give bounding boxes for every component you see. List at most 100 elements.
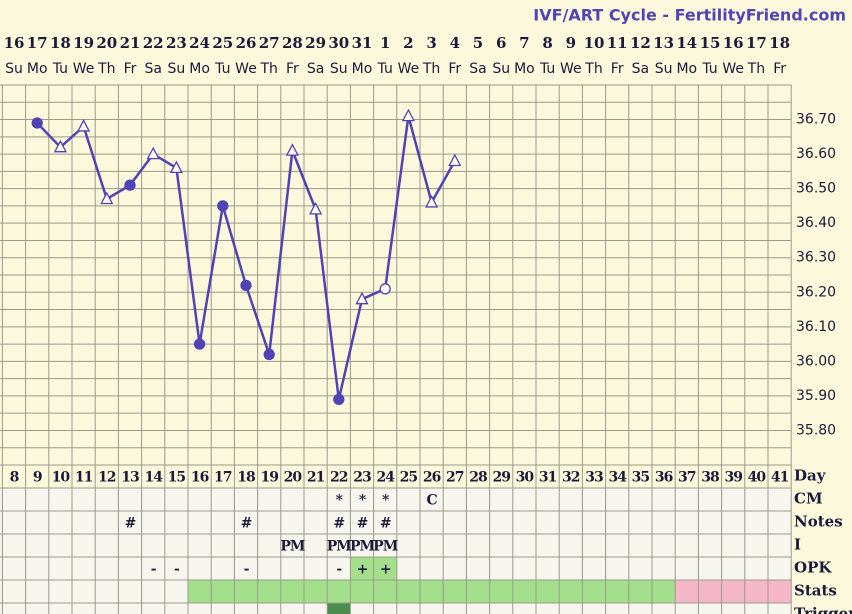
cell-fill (304, 580, 328, 603)
cell-text: 22 (330, 470, 348, 486)
weekday-label: We (560, 61, 582, 77)
weekday-label: Su (330, 61, 348, 77)
date-label: 9 (566, 34, 576, 52)
cell-fill (420, 580, 444, 603)
cell-fill (628, 580, 652, 603)
marker (217, 200, 229, 212)
cell-text: PM (373, 539, 398, 555)
cell-text: PM (280, 539, 305, 555)
cell-text: 8 (10, 470, 19, 486)
marker (425, 195, 439, 208)
cell-text: 39 (724, 470, 742, 486)
date-label: 15 (700, 34, 721, 52)
cell-fill (768, 580, 792, 603)
cell-fill (744, 580, 768, 603)
date-label: 6 (496, 34, 506, 52)
date-label: 18 (769, 34, 790, 52)
cell-text: 9 (33, 470, 42, 486)
cell-text: PM (350, 539, 375, 555)
cell-text: + (357, 562, 368, 578)
cell-text: 40 (748, 470, 767, 486)
cell-fill (211, 580, 235, 603)
cell-text: # (380, 516, 391, 532)
date-label: 23 (166, 34, 187, 52)
cell-fill (327, 603, 351, 614)
marker (401, 108, 415, 122)
cell-text: - (151, 562, 157, 578)
date-label: 3 (426, 34, 436, 52)
marker (240, 279, 252, 292)
weekday-label: Fr (448, 61, 461, 77)
cell-text: 35 (632, 470, 650, 486)
cell-text: 33 (585, 470, 603, 486)
cell-text: 37 (678, 470, 696, 486)
weekday-label: Th (584, 61, 602, 77)
cell-text: # (241, 516, 252, 532)
weekday-label: Fr (611, 61, 624, 77)
weekday-label: Mo (676, 61, 697, 77)
cell-text: 30 (516, 470, 535, 486)
date-label: 12 (630, 34, 651, 52)
cell-text: * (336, 493, 344, 509)
weekday-label: Su (168, 61, 186, 77)
row-label: Stats (794, 582, 837, 600)
date-label: 27 (259, 34, 280, 52)
cell-fill (559, 580, 583, 603)
cell-text: 31 (539, 470, 557, 486)
date-label: 16 (723, 34, 744, 52)
weekday-label: Th (97, 61, 115, 77)
weekday-label: Tu (214, 61, 230, 77)
marker (309, 201, 323, 215)
weekday-label: Mo (27, 61, 48, 77)
cell-text: 16 (191, 470, 209, 486)
weekday-label: Th (747, 61, 765, 77)
y-tick-label: 36.30 (796, 250, 836, 266)
marker (124, 179, 136, 191)
weekday-label: Su (492, 61, 510, 77)
cell-fill (489, 580, 513, 603)
cell-text: 27 (446, 470, 464, 486)
cell-fill (536, 580, 560, 603)
cell-text: 12 (98, 470, 116, 486)
weekday-label: Mo (352, 61, 373, 77)
weekday-label: Sa (307, 61, 324, 77)
y-tick-label: 36.40 (796, 215, 836, 231)
cell-text: PM (327, 539, 352, 555)
cell-text: - (174, 562, 180, 578)
cell-text: + (380, 562, 391, 578)
cell-fill (373, 580, 397, 603)
marker (263, 348, 275, 361)
cell-fill (350, 580, 374, 603)
cell-fill (327, 580, 351, 603)
cell-fill (466, 580, 490, 603)
date-label: 29 (305, 34, 326, 52)
cell-fill (582, 580, 606, 603)
weekday-label: Tu (701, 61, 717, 77)
y-tick-label: 36.00 (796, 353, 836, 369)
row-label: OPK (794, 559, 832, 577)
cell-text: 14 (144, 470, 163, 486)
weekday-label: Tu (377, 61, 393, 77)
weekday-label: Sa (469, 61, 486, 77)
cell-fill (350, 557, 374, 580)
cell-text: 21 (307, 470, 325, 486)
chart-title: IVF/ART Cycle - FertilityFriend.com (533, 6, 846, 25)
marker (169, 160, 183, 174)
weekday-label: Mo (514, 61, 535, 77)
date-label: 17 (27, 34, 48, 52)
weekday-label: We (73, 61, 95, 77)
cell-fill (698, 580, 722, 603)
cell-fill (605, 580, 629, 603)
cell-fill (512, 580, 536, 603)
cell-text: * (382, 493, 390, 509)
weekday-label: Su (655, 61, 673, 77)
cell-fill (721, 580, 745, 603)
y-tick-label: 36.60 (796, 146, 836, 162)
date-label: 10 (584, 34, 605, 52)
marker (285, 143, 299, 156)
cell-text: 26 (423, 470, 441, 486)
cell-text: 17 (214, 470, 232, 486)
y-tick-label: 36.10 (796, 319, 836, 335)
marker (355, 291, 369, 305)
cell-text: 25 (400, 470, 418, 486)
